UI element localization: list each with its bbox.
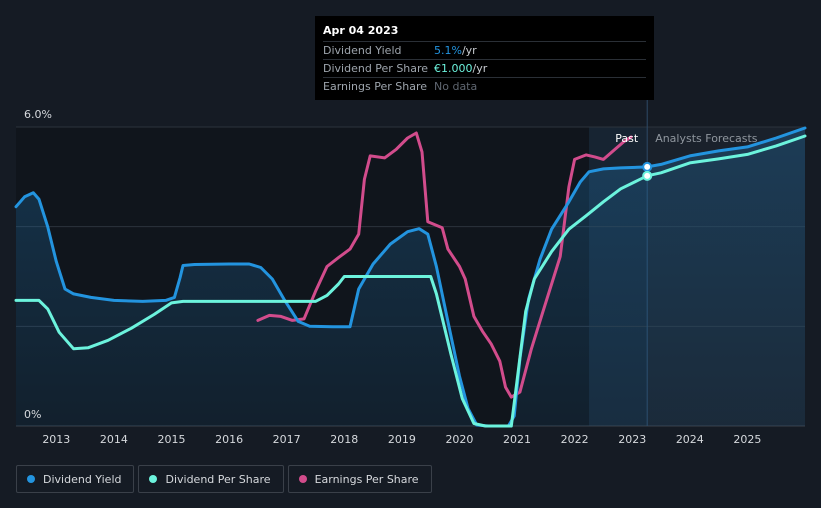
tooltip-unit: /yr (461, 44, 477, 57)
series-line-dividend-per-share (14, 134, 807, 428)
x-tick-label: 2024 (676, 433, 704, 446)
x-tick-label: 2017 (273, 433, 301, 446)
legend-dot-icon (27, 475, 35, 483)
x-tick-label: 2015 (157, 433, 185, 446)
marker-dividend-per-share (642, 170, 653, 181)
x-tick-label: 2013 (42, 433, 70, 446)
y-tick-label-bottom: 0% (24, 408, 41, 421)
x-tick-label: 2025 (733, 433, 761, 446)
y-tick-label-top: 6.0% (24, 108, 52, 121)
series-line-dividend-yield (14, 126, 807, 428)
x-tick-label: 2014 (100, 433, 128, 446)
series-line-earnings-per-share (256, 131, 633, 399)
forecast-label: Analysts Forecasts (655, 132, 758, 145)
x-tick-label: 2022 (561, 433, 589, 446)
tooltip-date: Apr 04 2023 (323, 24, 399, 37)
tooltip-label: Dividend Per Share (323, 62, 429, 75)
tooltip-row-earnings-per-share: Earnings Per Share No data (323, 77, 646, 95)
x-tick-label: 2016 (215, 433, 243, 446)
x-tick-label: 2020 (445, 433, 473, 446)
x-tick-label: 2023 (618, 433, 646, 446)
legend-item-dividend-yield[interactable]: Dividend Yield (16, 465, 135, 493)
x-tick-label: 2021 (503, 433, 531, 446)
legend-label: Dividend Yield (43, 472, 122, 486)
tooltip: Apr 04 2023 Dividend Yield 5.1% /yr Divi… (315, 16, 654, 100)
tooltip-value: €1.000 (434, 62, 473, 75)
tooltip-value: No data (434, 80, 478, 93)
tooltip-row-dividend-per-share: Dividend Per Share €1.000 /yr (323, 59, 646, 77)
x-tick-label: 2019 (388, 433, 416, 446)
tooltip-label: Earnings Per Share (323, 80, 428, 93)
marker-dividend-yield (642, 161, 653, 172)
legend-label: Dividend Per Share (165, 472, 271, 486)
x-tick-label: 2018 (330, 433, 358, 446)
past-label: Past (615, 132, 639, 145)
legend-item-dividend-per-share[interactable]: Dividend Per Share (138, 465, 284, 493)
legend-label: Earnings Per Share (314, 472, 419, 486)
legend: Dividend Yield Dividend Per Share Earnin… (16, 465, 432, 493)
legend-dot-icon (298, 475, 307, 483)
tooltip-row-dividend-yield: Dividend Yield 5.1% /yr (323, 41, 646, 59)
legend-item-earnings-per-share[interactable]: Earnings Per Share (287, 465, 432, 493)
tooltip-label: Dividend Yield (323, 44, 402, 57)
legend-dot-icon (149, 475, 158, 483)
tooltip-value: 5.1% (434, 44, 462, 57)
tooltip-unit: /yr (472, 62, 488, 75)
